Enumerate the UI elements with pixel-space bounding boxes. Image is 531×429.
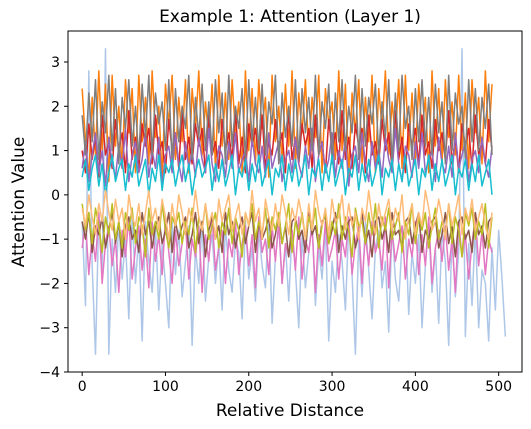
series-line-4 [81,127,493,187]
y-tick-label: 0 [51,188,60,204]
series-layer [81,47,507,356]
y-tick-label: −1 [39,232,60,248]
chart-title: Example 1: Attention (Layer 1) [159,7,421,27]
x-tick-label: 400 [402,379,429,395]
x-axis: 0 100 200 300 400 500 [78,372,512,395]
x-tick-label: 300 [319,379,346,395]
x-tick-label: 100 [152,379,179,395]
series-line-1 [81,47,507,356]
series-line-6 [81,211,493,258]
x-tick-label: 0 [78,379,87,395]
y-tick-label: −3 [39,321,60,337]
series-line-3 [81,109,493,178]
y-tick-label: −4 [39,365,60,381]
plot-frame [67,30,523,373]
y-tick-label: 2 [51,99,60,115]
series-line-8 [81,202,493,258]
x-axis-label: Relative Distance [216,401,364,421]
series-line-5 [81,211,493,294]
series-line-9 [81,154,493,196]
x-tick-label: 500 [485,379,512,395]
y-axis-label: Attention Value [9,137,29,268]
x-tick-label: 200 [235,379,262,395]
y-tick-label: 1 [51,144,60,160]
y-axis: −4 −3 −2 −1 0 1 2 3 [39,55,68,381]
series-line-7 [81,74,493,165]
y-tick-label: −2 [39,276,60,292]
series-line-10 [81,189,493,240]
y-tick-label: 3 [51,55,60,71]
